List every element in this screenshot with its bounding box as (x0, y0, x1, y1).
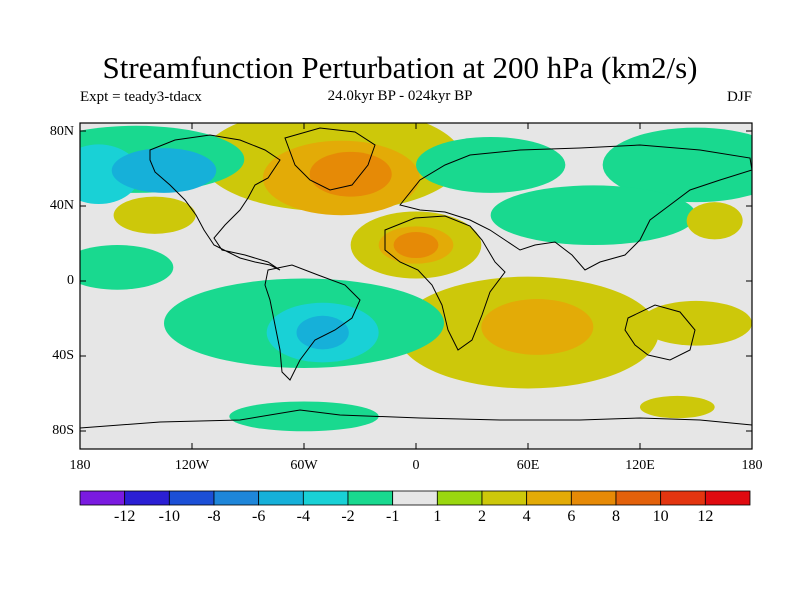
colorbar-label: -4 (283, 508, 323, 526)
x-tick-label: 180 (50, 458, 110, 474)
field-contour-region (112, 148, 217, 193)
colorbar-swatch (214, 491, 259, 505)
field-contour-region (310, 152, 392, 197)
colorbar-label: 2 (462, 508, 502, 526)
field-contour-region (687, 202, 743, 239)
field-contour-region (416, 137, 565, 193)
field-contour-region (640, 396, 715, 418)
colorbar-swatch (303, 491, 348, 505)
colorbar-swatch (661, 491, 706, 505)
colorbar-swatch (348, 491, 393, 505)
season-label: DJF (727, 88, 752, 106)
y-tick-label: 80S (34, 423, 74, 439)
field-contour-region (640, 301, 752, 346)
colorbar-swatch (437, 491, 482, 505)
colorbar (80, 491, 750, 505)
y-tick-label: 40N (34, 198, 74, 214)
y-tick-label: 40S (34, 348, 74, 364)
colorbar-swatch (259, 491, 304, 505)
field-contour-region (114, 197, 196, 234)
colorbar-label: -2 (328, 508, 368, 526)
y-tick-label: 80N (34, 124, 74, 140)
colorbar-label: 8 (596, 508, 636, 526)
y-tick-label: 0 (34, 273, 74, 289)
colorbar-label: 10 (641, 508, 681, 526)
colorbar-swatch (571, 491, 616, 505)
field-contour-region (297, 316, 349, 350)
colorbar-swatch (125, 491, 170, 505)
x-tick-label: 0 (386, 458, 446, 474)
colorbar-swatch (80, 491, 125, 505)
colorbar-swatch (527, 491, 572, 505)
field-contour-region (394, 232, 439, 258)
colorbar-label: -8 (194, 508, 234, 526)
chart-title: Streamfunction Perturbation at 200 hPa (… (0, 50, 800, 86)
colorbar-swatch (616, 491, 661, 505)
colorbar-label: 6 (551, 508, 591, 526)
colorbar-swatch (169, 491, 214, 505)
colorbar-label: -12 (105, 508, 145, 526)
x-tick-label: 60E (498, 458, 558, 474)
period-label: 24.0kyr BP - 024kyr BP (0, 87, 800, 105)
field-contour-region (61, 245, 173, 290)
field-contour-region (481, 299, 593, 355)
x-tick-label: 120W (162, 458, 222, 474)
colorbar-label: -1 (373, 508, 413, 526)
colorbar-label: 4 (507, 508, 547, 526)
colorbar-label: -6 (239, 508, 279, 526)
colorbar-label: 12 (685, 508, 725, 526)
colorbar-label: -10 (149, 508, 189, 526)
x-tick-label: 180 (722, 458, 782, 474)
colorbar-swatch (705, 491, 750, 505)
field-contour-region (229, 401, 378, 431)
x-tick-label: 120E (610, 458, 670, 474)
colorbar-label: 1 (417, 508, 457, 526)
colorbar-swatch (393, 491, 438, 505)
x-tick-label: 60W (274, 458, 334, 474)
field-contour-region (491, 185, 696, 245)
colorbar-swatch (482, 491, 527, 505)
